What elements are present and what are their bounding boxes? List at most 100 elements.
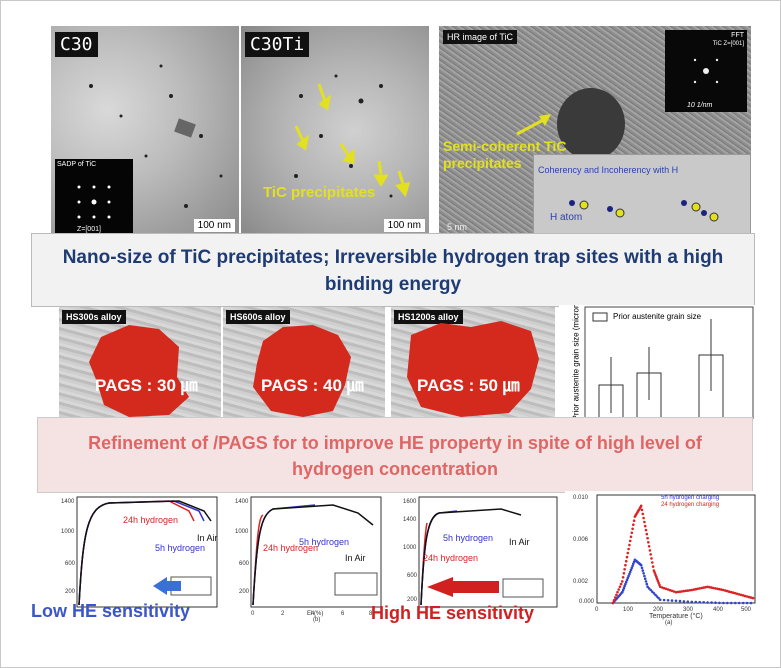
tds-point [737, 593, 741, 596]
svg-text:600: 600 [239, 561, 250, 567]
tic-precipitates-label: TiC precipitates [263, 184, 376, 201]
tds-point [734, 601, 737, 605]
tds-point [627, 574, 630, 578]
tds-point [686, 600, 690, 603]
high-he-sensitivity-label: High HE sensitivity [371, 603, 535, 623]
microstructure-hs1200s: HS1200s alloy PAGS : 50 ㎛ [391, 307, 555, 417]
tds-point [653, 571, 656, 574]
tds-point [624, 563, 627, 567]
tds-point [652, 569, 656, 572]
tds-point [649, 588, 652, 592]
tds-point [670, 589, 674, 593]
tds-point [621, 576, 625, 579]
tds-point [640, 508, 644, 512]
tds-point [662, 586, 666, 590]
tds-legend-5h: 5h hydrogen charging [661, 495, 720, 501]
tds-point [643, 524, 647, 528]
tds-point [641, 512, 645, 516]
tds-point [626, 551, 630, 555]
tds-point [628, 570, 632, 574]
tds-point [621, 588, 625, 592]
tds-point [726, 589, 729, 593]
tem-image-c30: C30 SADP of TiC Z=[001] 100 nm [51, 26, 239, 236]
tds-point [751, 596, 755, 600]
diffraction-pattern [77, 185, 111, 219]
tds-point [749, 601, 753, 605]
tds-point [618, 585, 622, 589]
svg-text:1400: 1400 [403, 517, 417, 523]
tds-point [639, 504, 643, 508]
svg-text:4: 4 [311, 611, 315, 617]
svg-text:6: 6 [341, 611, 345, 617]
svg-text:0.000: 0.000 [579, 599, 595, 605]
banner-refinement: Refinement of /PAGS for to improve HE pr… [37, 417, 753, 493]
tds-point [722, 601, 725, 605]
tds-point [698, 587, 701, 590]
tds-point [612, 599, 616, 602]
svg-text:0: 0 [251, 611, 255, 617]
tic-particle [557, 88, 625, 160]
tds-point [615, 593, 618, 597]
tds-point [647, 541, 650, 544]
tds-point [655, 595, 659, 598]
bar-legend: Prior austenite grain size [613, 312, 702, 321]
label-in-air: In Air [509, 537, 530, 547]
tds-point [664, 587, 668, 591]
hr-image-label: HR image of TiC [443, 30, 518, 44]
tds-point [698, 600, 701, 604]
tds-point [700, 586, 703, 590]
precipitate-arrows [294, 74, 411, 198]
tds-point [628, 572, 631, 576]
microstructure-hs300s: HS300s alloy PAGS : 30 ㎛ [59, 307, 221, 417]
banner-nano-tic: Nano-size of TiC precipitates; Irreversi… [31, 233, 755, 307]
tds-point [652, 592, 656, 595]
tds-point [712, 586, 715, 590]
tds-point [706, 601, 709, 604]
tds-point [682, 600, 686, 603]
tds-point [639, 563, 643, 567]
tds-point [714, 587, 717, 590]
tds-point [694, 600, 698, 604]
svg-text:1000: 1000 [235, 529, 249, 535]
label-5h: 5h hydrogen [299, 537, 350, 547]
tds-point [642, 572, 645, 575]
tds-point [657, 581, 660, 585]
tds-point [749, 596, 753, 599]
sadp-inset: SADP of TiC Z=[001] [55, 159, 133, 235]
svg-text:300: 300 [683, 607, 694, 613]
tds-point [644, 528, 648, 532]
tds-point [621, 580, 624, 583]
svg-text:500: 500 [741, 607, 752, 613]
tds-point [641, 569, 645, 572]
svg-text:2: 2 [281, 611, 285, 617]
tds-point [670, 599, 674, 602]
h-atom-markers [569, 200, 719, 222]
tds-point [648, 549, 652, 552]
plot-b-svg: 1400 1000 600 200 0 2 4 6 8 [235, 496, 382, 617]
tds-point [741, 601, 745, 605]
tds-point [631, 527, 634, 531]
stress-strain-plot-a: 1400 1000 600 200 24h hydrogen 5h hydrogen … [49, 493, 219, 625]
microstructure-hs600s: HS600s alloy PAGS : 40 ㎛ [223, 307, 385, 417]
svg-text:1000: 1000 [403, 545, 417, 551]
svg-text:0.006: 0.006 [573, 537, 589, 543]
tds-point [616, 590, 619, 594]
tds-point [621, 590, 624, 594]
tds-point [619, 582, 623, 586]
tds-point [718, 587, 721, 591]
tds-point [676, 590, 680, 594]
svg-text:1600: 1600 [403, 499, 417, 505]
red-grain-region [253, 325, 351, 417]
tds-point [628, 539, 632, 543]
label-in-air: In Air [345, 553, 366, 563]
tds-point [632, 519, 636, 522]
tds-point [739, 593, 743, 597]
label-5h: 5h hydrogen [155, 543, 206, 553]
tds-legend-24h: 24 hydrogen charging [661, 502, 720, 508]
tds-point [680, 590, 684, 593]
label-24h: 24h hydrogen [423, 553, 479, 563]
svg-text:600: 600 [407, 573, 418, 579]
svg-text:8: 8 [369, 611, 373, 617]
svg-text:200: 200 [653, 607, 664, 613]
